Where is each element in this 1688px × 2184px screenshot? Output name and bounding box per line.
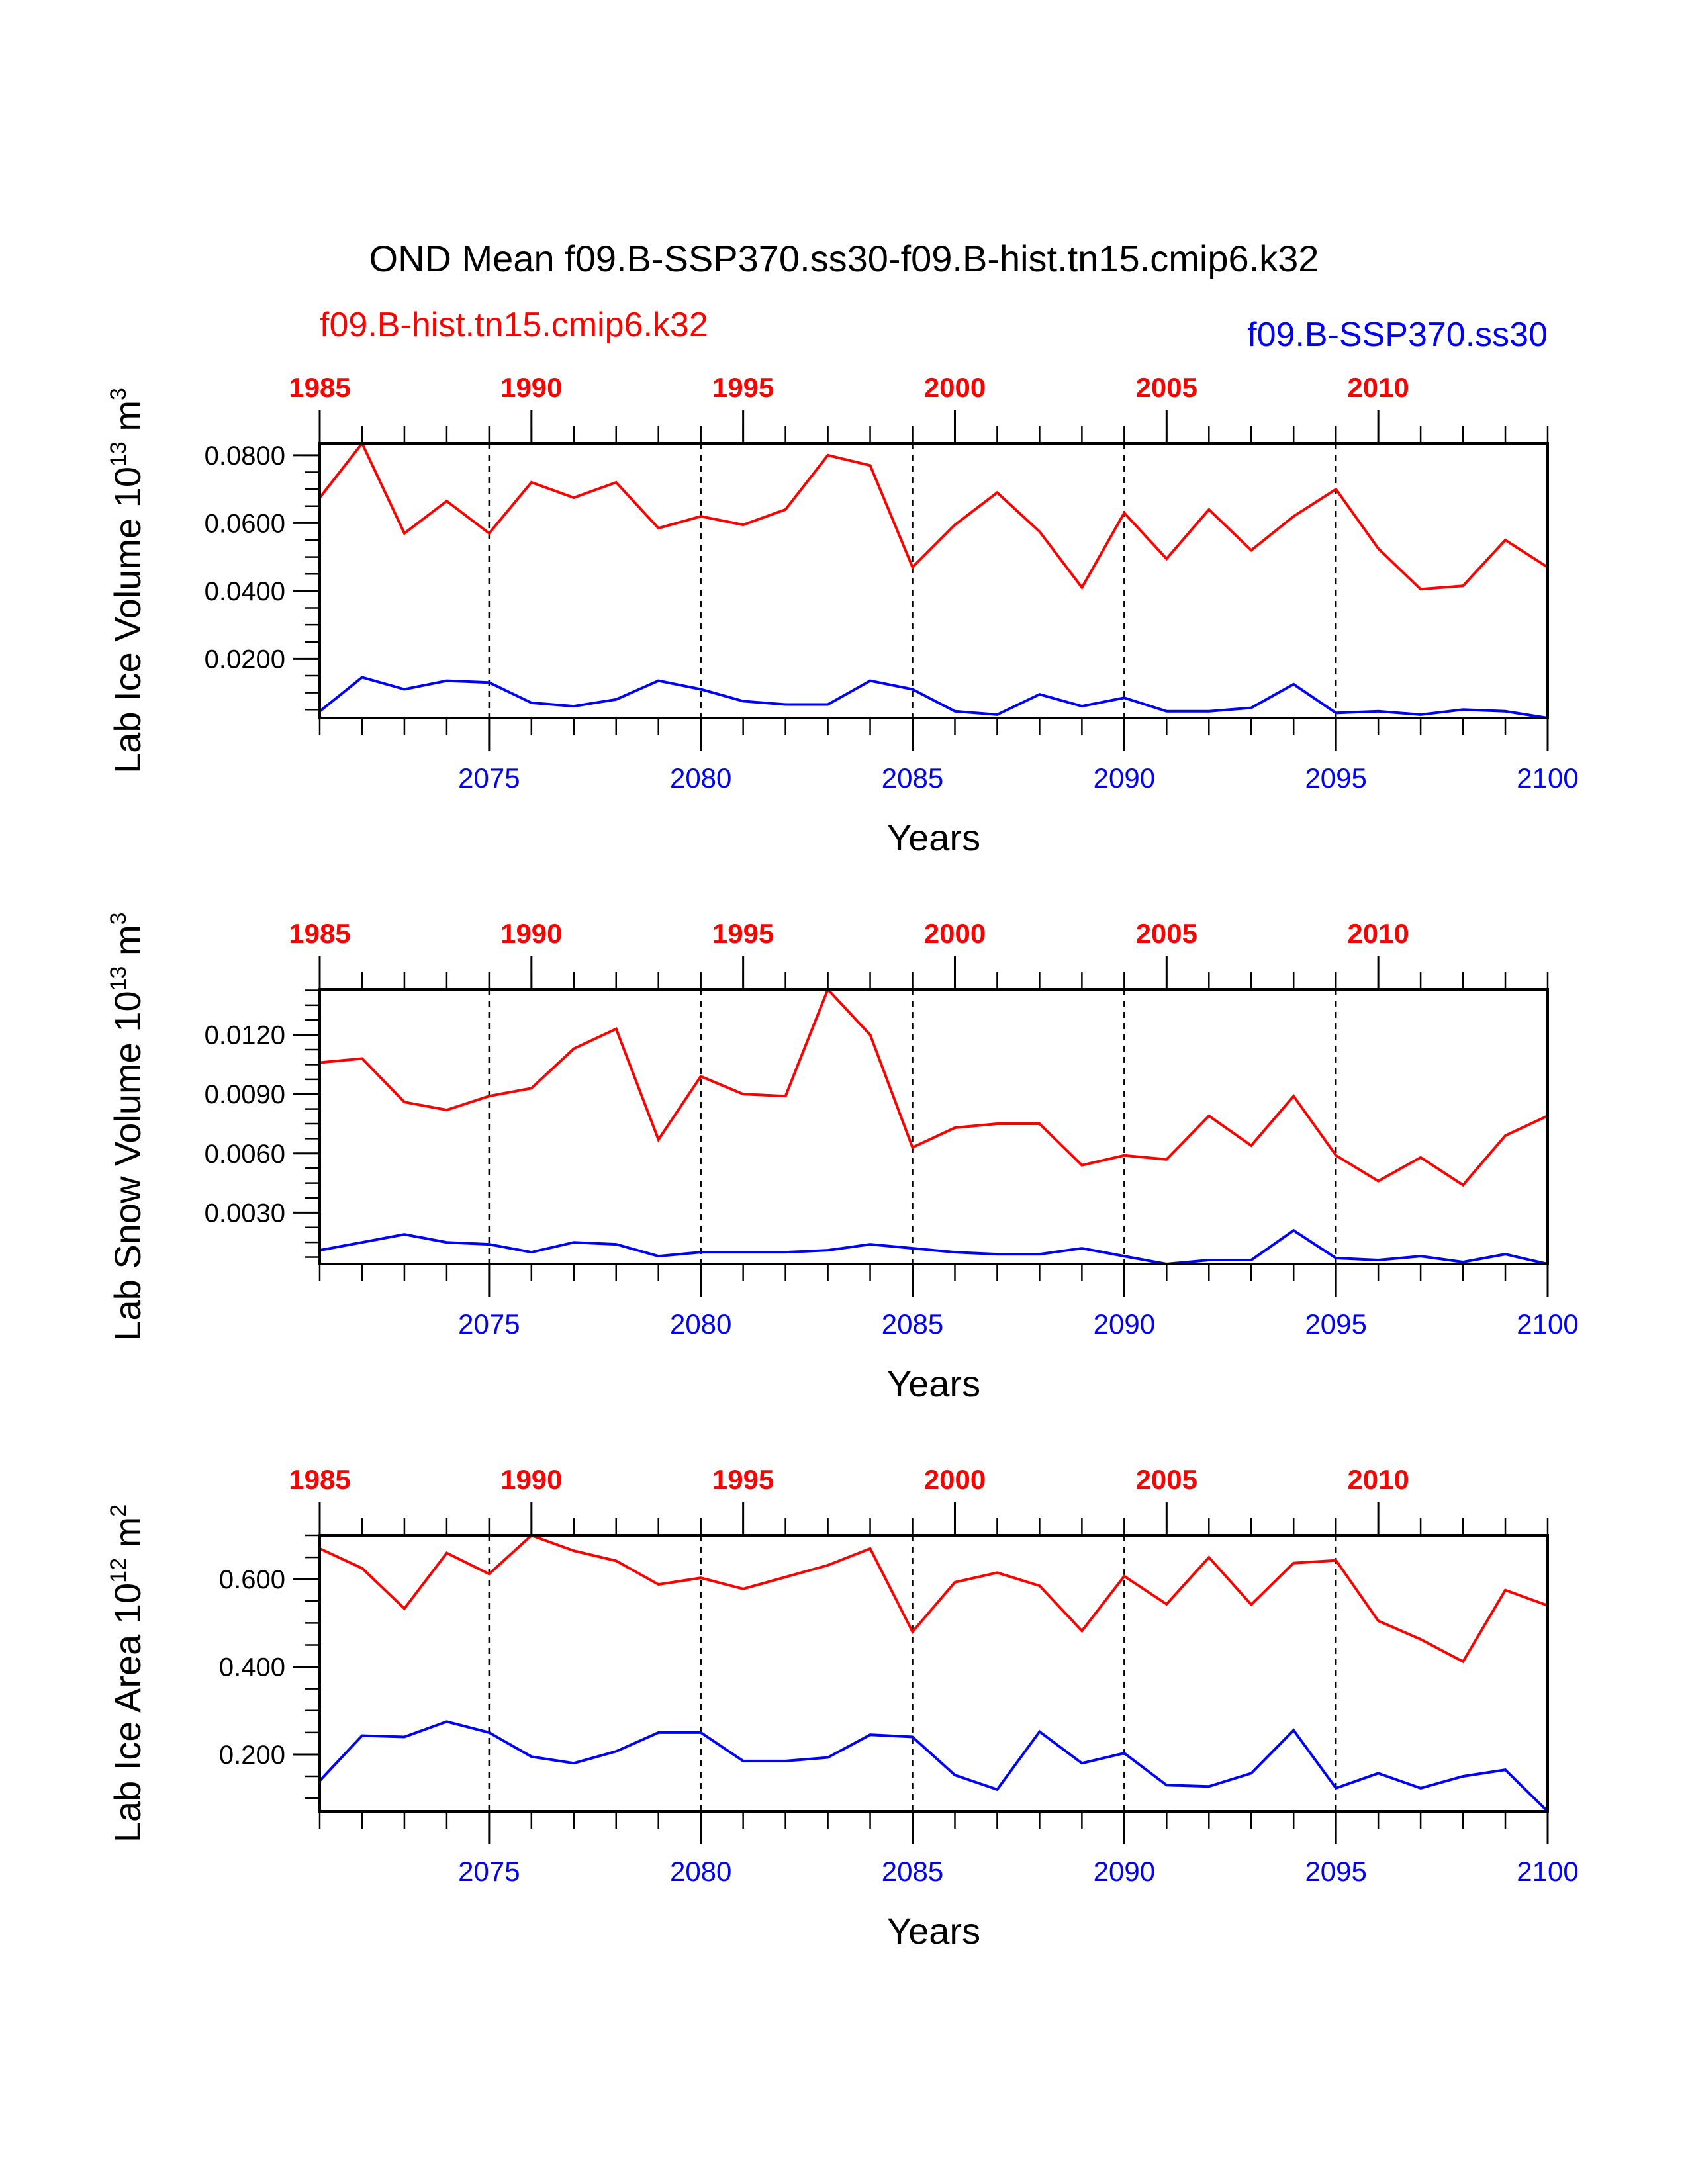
- x-tick-label: 2085: [882, 1856, 943, 1887]
- x-top-tick-label: 2010: [1347, 918, 1409, 949]
- plot-frame: [318, 988, 1549, 1265]
- y-tick-label: 0.0060: [205, 1140, 285, 1169]
- x-tick-label: 2095: [1305, 762, 1366, 794]
- x-top-tick-label: 2010: [1347, 1464, 1409, 1495]
- y-axis-label-exp: 13: [106, 441, 131, 467]
- x-tick-label: 2090: [1094, 1856, 1155, 1887]
- x-top-tick-label: 1985: [289, 372, 350, 403]
- x-top-tick-label: 2005: [1136, 372, 1197, 403]
- x-axis-label: Years: [887, 817, 980, 858]
- panel-3: 2075 2080 2085 2090 2095 2100 1985 1990 1995 2000…: [106, 1464, 1579, 1952]
- y-axis-label: Lab Ice Area 1012 m2: [106, 1504, 148, 1843]
- y-axis-label-unit: m: [107, 925, 148, 966]
- y-axis-label: Lab Snow Volume 1013 m3: [106, 912, 148, 1341]
- x-tick-label: 2075: [458, 1308, 520, 1340]
- x-tick-label: 2090: [1094, 762, 1155, 794]
- x-top-tick-label: 2000: [924, 1464, 986, 1495]
- x-top-tick-label: 1990: [500, 372, 562, 403]
- y-axis-label: Lab Ice Volume 1013 m3: [106, 388, 148, 774]
- x-tick-label: 2075: [458, 1856, 520, 1887]
- y-axis-label-unit-exp: 2: [106, 1504, 131, 1517]
- panel-2: 2075 2080 2085 2090 2095 2100 1985 1990 1995 2000…: [106, 912, 1579, 1404]
- panel-1: 2075 2080 2085 2090 2095 2100 1985 1990 1995 2000…: [106, 372, 1579, 858]
- x-tick-label: 2090: [1094, 1308, 1155, 1340]
- x-top-tick-label: 1985: [289, 1464, 350, 1495]
- series-line-hist: [319, 987, 1548, 1187]
- x-tick-label: 2085: [882, 762, 943, 794]
- plot-frame: [318, 1534, 1549, 1813]
- legend-ssp-label: f09.B-SSP370.ss30: [1247, 316, 1548, 354]
- x-tick-label: 2100: [1517, 1308, 1578, 1340]
- y-tick-label: 0.0400: [205, 577, 285, 606]
- x-top-tick-label: 1990: [500, 1464, 562, 1495]
- x-axis-label: Years: [887, 1910, 980, 1952]
- y-axis-label-main: Lab Ice Area 10: [107, 1583, 148, 1843]
- y-tick-label: 0.400: [219, 1653, 285, 1682]
- y-tick-label: 0.0090: [205, 1080, 285, 1109]
- x-tick-label: 2080: [670, 762, 731, 794]
- x-tick-label: 2100: [1517, 1856, 1578, 1887]
- y-tick-label: 0.200: [219, 1741, 285, 1770]
- x-top-tick-label: 2000: [924, 372, 986, 403]
- y-axis-label-unit: m: [107, 1517, 148, 1558]
- y-axis-label-unit: m: [107, 400, 148, 441]
- x-tick-label: 2080: [670, 1856, 731, 1887]
- figure-title: OND Mean f09.B-SSP370.ss30-f09.B-hist.tn…: [369, 238, 1319, 279]
- x-top-tick-label: 2010: [1347, 372, 1409, 403]
- x-tick-label: 2095: [1305, 1308, 1366, 1340]
- x-top-tick-label: 1990: [500, 918, 562, 949]
- y-tick-label: 0.0030: [205, 1199, 285, 1228]
- x-top-tick-label: 1985: [289, 918, 350, 949]
- y-tick-label: 0.0800: [205, 441, 285, 471]
- x-top-tick-label: 1995: [712, 372, 774, 403]
- x-tick-label: 2080: [670, 1308, 731, 1340]
- x-tick-label: 2075: [458, 762, 520, 794]
- x-tick-label: 2085: [882, 1308, 943, 1340]
- x-tick-label: 2095: [1305, 1856, 1366, 1887]
- x-axis-label: Years: [887, 1363, 980, 1404]
- y-tick-label: 0.0600: [205, 509, 285, 538]
- panels: 2075 2080 2085 2090 2095 2100 1985 1990 1995 2000…: [106, 372, 1579, 1952]
- series-line-ssp: [319, 1228, 1548, 1266]
- x-top-tick-label: 1995: [712, 918, 774, 949]
- y-axis-label-main: Lab Snow Volume 10: [107, 991, 148, 1341]
- y-axis-label-exp: 13: [106, 966, 131, 991]
- series-line-ssp: [318, 676, 1548, 719]
- x-top-tick-label: 2005: [1136, 918, 1197, 949]
- y-axis-label-exp: 12: [106, 1558, 131, 1583]
- legend-hist-label: f09.B-hist.tn15.cmip6.k32: [320, 306, 708, 344]
- series-line-hist: [319, 1533, 1548, 1664]
- y-axis-label-unit-exp: 3: [106, 388, 131, 400]
- series-line-hist: [318, 441, 1549, 591]
- x-tick-label: 2100: [1517, 762, 1578, 794]
- x-top-tick-label: 2000: [924, 918, 986, 949]
- y-tick-label: 0.0120: [205, 1021, 285, 1050]
- y-axis-label-unit-exp: 3: [106, 912, 131, 925]
- plot-frame: [318, 442, 1549, 719]
- y-tick-label: 0.0200: [205, 645, 285, 674]
- y-axis-label-main: Lab Ice Volume 10: [107, 467, 148, 774]
- x-top-tick-label: 2005: [1136, 1464, 1197, 1495]
- series-line-ssp: [318, 1720, 1549, 1813]
- x-top-tick-label: 1995: [712, 1464, 774, 1495]
- y-tick-label: 0.600: [219, 1565, 285, 1594]
